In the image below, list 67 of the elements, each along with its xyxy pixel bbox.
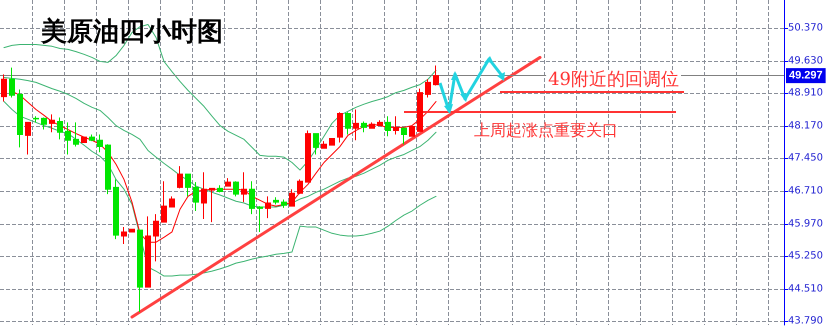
candlestick xyxy=(361,121,367,133)
y-tick-label: 46.710 xyxy=(788,185,823,196)
candlestick xyxy=(49,114,55,133)
y-tick-label: 48.910 xyxy=(788,88,823,99)
y-tick-label: 43.790 xyxy=(788,316,823,326)
line-series xyxy=(4,76,436,208)
ref-line-label: 上周起涨点重要关口 xyxy=(474,122,618,140)
candlestick xyxy=(433,64,439,86)
candlestick xyxy=(329,138,335,146)
ref-line-label: 49.297 xyxy=(789,70,823,82)
candlestick xyxy=(217,184,223,193)
candlestick xyxy=(17,88,23,148)
candlestick xyxy=(249,180,255,215)
candlestick xyxy=(201,172,207,220)
candlestick xyxy=(321,140,327,149)
candlestick xyxy=(401,126,407,145)
y-tick-label: 45.250 xyxy=(788,250,823,262)
candlestick xyxy=(41,117,47,130)
candlestick xyxy=(121,226,127,244)
candlestick xyxy=(369,122,375,129)
candlestick xyxy=(105,144,111,195)
line-series xyxy=(4,101,436,277)
candlestick xyxy=(345,112,351,135)
candlestick xyxy=(377,120,383,126)
candlestick xyxy=(337,112,343,143)
candlestick xyxy=(169,196,175,208)
candlestick xyxy=(289,188,295,207)
candlestick xyxy=(281,198,287,208)
y-tick-label: 47.450 xyxy=(788,152,823,164)
candlestick xyxy=(25,122,31,155)
candlestick xyxy=(9,67,15,98)
candlestick xyxy=(177,166,183,189)
candlestick xyxy=(137,230,143,313)
candlestick xyxy=(273,196,279,205)
candlestick xyxy=(65,122,71,155)
candlestick xyxy=(1,74,7,102)
y-tick-label: 49.630 xyxy=(788,55,823,66)
candlestick xyxy=(185,174,191,197)
y-tick-label: 48.170 xyxy=(788,120,823,132)
candlestick xyxy=(313,133,319,155)
candlestick xyxy=(353,109,359,141)
candlestick xyxy=(297,178,303,195)
candlestick xyxy=(233,180,239,197)
candlestick xyxy=(241,172,247,203)
candlestick xyxy=(161,180,167,223)
candlestick xyxy=(305,130,311,183)
candlestick xyxy=(73,122,79,147)
candlestick xyxy=(265,196,271,219)
candlestick xyxy=(193,182,199,212)
y-tick-label: 45.970 xyxy=(788,218,823,230)
candlestick xyxy=(57,117,63,140)
candlestick xyxy=(425,78,431,98)
candlestick xyxy=(385,116,391,137)
y-tick-label: 44.510 xyxy=(788,283,823,294)
candlestick xyxy=(409,126,415,137)
candlestick xyxy=(97,134,103,153)
candlestick xyxy=(33,116,39,123)
ref-line-label: 49附近的回调位 xyxy=(548,68,679,90)
candlestick xyxy=(393,116,399,135)
candlestick xyxy=(113,178,119,240)
candlestick xyxy=(129,228,135,232)
y-tick-label: 50.370 xyxy=(788,22,823,34)
candlestick xyxy=(225,178,231,187)
candlestick xyxy=(257,206,263,232)
candlestick xyxy=(81,136,87,143)
candlestick xyxy=(89,134,95,142)
candlestick xyxy=(209,188,215,223)
